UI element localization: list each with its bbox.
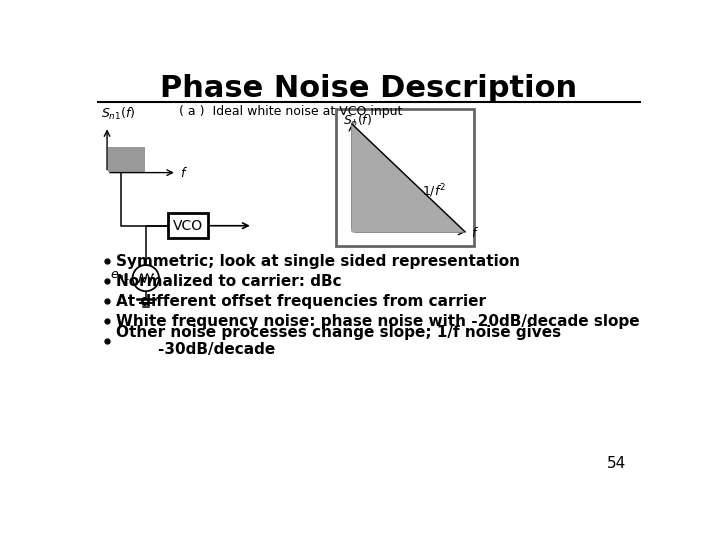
Text: $1/f^2$: $1/f^2$ [422,182,446,200]
Text: Symmetric; look at single sided representation: Symmetric; look at single sided represen… [117,254,521,268]
Circle shape [132,265,159,291]
Bar [108,147,145,172]
Text: At different offset frequencies from carrier: At different offset frequencies from car… [117,294,486,309]
Text: $e_{n1}$: $e_{n1}$ [110,270,130,283]
Text: Phase Noise Description: Phase Noise Description [161,74,577,103]
Bar [336,109,474,246]
Text: White frequency noise: phase noise with -20dB/decade slope: White frequency noise: phase noise with … [117,314,640,329]
Text: $f$: $f$ [180,166,188,180]
Text: $S_\phi(f)$: $S_\phi(f)$ [343,113,372,131]
Text: VCO: VCO [173,219,203,233]
Text: $f$: $f$ [471,226,479,240]
Text: $S_{n1}(f)$: $S_{n1}(f)$ [101,106,135,122]
Text: ( a )  Ideal white noise at VCO input: ( a ) Ideal white noise at VCO input [179,105,402,118]
Text: Other noise processes change slope; 1/f noise gives
        -30dB/decade: Other noise processes change slope; 1/f … [117,325,562,357]
Text: 54: 54 [608,456,626,471]
Text: Normalized to carrier: dBc: Normalized to carrier: dBc [117,274,342,289]
Bar [168,213,208,238]
Polygon shape [352,124,465,232]
